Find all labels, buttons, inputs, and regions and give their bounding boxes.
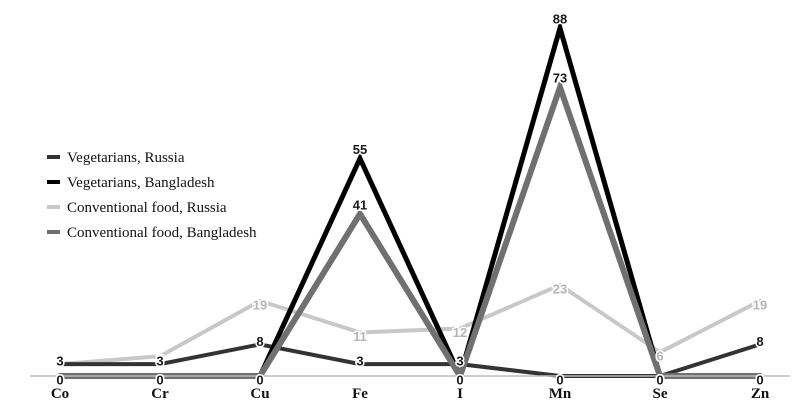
data-label: 55 xyxy=(353,142,367,157)
legend-entry-label: Conventional food, Russia xyxy=(67,200,227,216)
data-label: 0 xyxy=(256,372,263,387)
legend-entry-label: Conventional food, Bangladesh xyxy=(67,225,257,241)
data-label: 0 xyxy=(756,372,763,387)
data-label: 88 xyxy=(553,11,567,26)
data-label: 0 xyxy=(756,372,763,387)
data-label: 5 xyxy=(156,353,163,368)
data-label: 0 xyxy=(456,372,463,387)
data-label: 8 xyxy=(256,334,263,349)
series-line-2 xyxy=(58,282,762,367)
data-label: 0 xyxy=(656,372,663,387)
data-label: 3 xyxy=(456,354,463,369)
data-label: 0 xyxy=(656,372,663,387)
data-label: 0 xyxy=(256,372,263,387)
legend-entry-label: Vegetarians, Bangladesh xyxy=(67,175,215,191)
data-label: 73 xyxy=(553,71,567,86)
x-tick-label: Fe xyxy=(352,386,368,402)
x-tick-label: Co xyxy=(51,386,69,402)
data-label: 19 xyxy=(253,297,267,312)
data-label: 0 xyxy=(156,372,163,387)
legend-entry-label: Vegetarians, Russia xyxy=(67,150,185,166)
data-label: 0 xyxy=(556,372,563,387)
data-label: 3 xyxy=(156,354,163,369)
data-label: 41 xyxy=(353,197,367,212)
data-label: 3 xyxy=(356,354,363,369)
data-label: 8 xyxy=(756,334,763,349)
data-label: 23 xyxy=(553,281,567,296)
x-tick-label: Mn xyxy=(549,386,572,402)
data-label: 6 xyxy=(656,349,663,364)
data-label: 3 xyxy=(56,354,63,369)
data-label: 3 xyxy=(56,354,63,369)
data-label: 0 xyxy=(56,372,63,387)
data-label: 0 xyxy=(656,372,663,387)
x-tick-label: Zn xyxy=(751,386,770,402)
x-tick-label: I xyxy=(457,386,463,402)
x-tick-label: Se xyxy=(653,386,668,402)
data-label: 11 xyxy=(353,329,367,344)
data-label: 0 xyxy=(56,372,63,387)
legend: Vegetarians, Russia Vegetarians, Banglade… xyxy=(47,150,257,241)
x-tick-label: Cr xyxy=(151,386,169,402)
data-label: 19 xyxy=(753,297,767,312)
data-label: 0 xyxy=(156,372,163,387)
x-tick-label: Cu xyxy=(250,386,269,402)
data-label: 0 xyxy=(456,372,463,387)
x-tick-labels: Co Cr Cu Fe I Mn Se Zn xyxy=(51,386,770,402)
data-label: 12 xyxy=(453,325,467,340)
